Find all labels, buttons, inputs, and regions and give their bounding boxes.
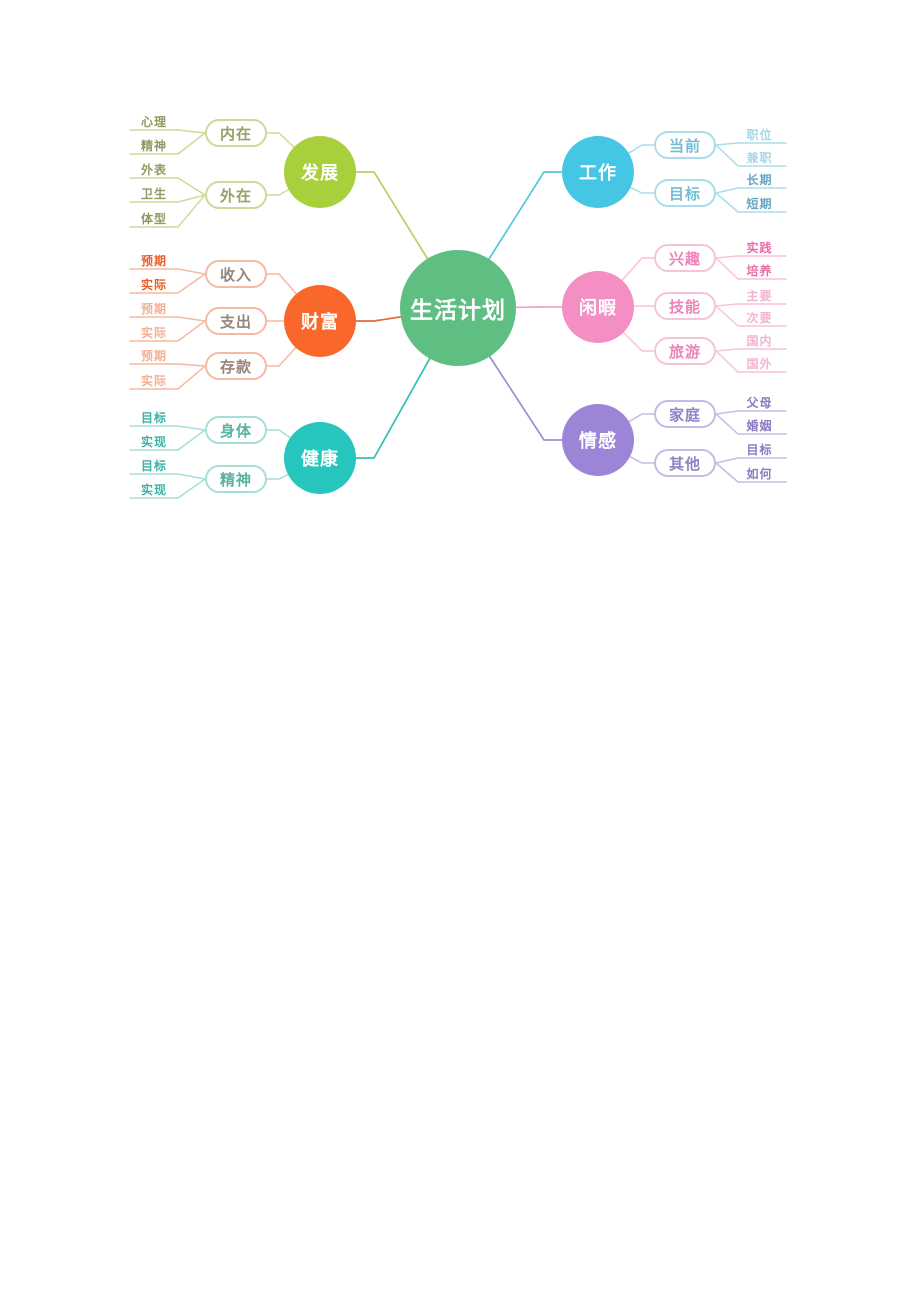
branch-node-2[interactable]: 健康 [284, 422, 356, 494]
connector-line [355, 171, 429, 260]
center-topic-node[interactable]: 生活计划 [400, 250, 516, 366]
connector-line [129, 316, 206, 322]
connector-line [628, 413, 655, 423]
leaf-node[interactable]: 长期 [746, 172, 773, 187]
leaf-node[interactable]: 实践 [746, 240, 773, 255]
sub-node[interactable]: 技能 [654, 292, 716, 320]
branch-node-5[interactable]: 情感 [562, 404, 634, 476]
connector-line [715, 187, 787, 194]
sub-node[interactable]: 外在 [205, 181, 267, 209]
connector-line [488, 171, 563, 260]
sub-node[interactable]: 当前 [654, 131, 716, 159]
connector-line [129, 268, 206, 275]
leaf-node[interactable]: 体型 [140, 211, 167, 226]
leaf-node[interactable]: 国外 [746, 356, 773, 371]
sub-node[interactable]: 精神 [205, 465, 267, 493]
sub-node[interactable]: 兴趣 [654, 244, 716, 272]
connector-line [488, 355, 563, 441]
leaf-node[interactable]: 目标 [140, 410, 167, 425]
sub-node[interactable]: 目标 [654, 179, 716, 207]
connector-line [266, 429, 292, 439]
connector-line [266, 346, 297, 367]
leaf-node[interactable]: 实现 [140, 482, 167, 497]
connector-line [629, 186, 655, 194]
connector-line [355, 316, 402, 322]
branch-node-1[interactable]: 财富 [284, 285, 356, 357]
sub-node[interactable]: 支出 [205, 307, 267, 335]
leaf-node[interactable]: 目标 [140, 458, 167, 473]
connector-line [627, 144, 655, 154]
connector-line [266, 273, 298, 295]
sub-node[interactable]: 收入 [205, 260, 267, 288]
center-topic-label: 生活计划 [410, 297, 506, 323]
leaf-node[interactable]: 培养 [746, 263, 773, 278]
connector-line [715, 457, 787, 464]
leaf-node[interactable]: 心理 [140, 114, 167, 129]
leaf-node[interactable]: 主要 [746, 288, 773, 303]
leaf-node[interactable]: 预期 [140, 348, 167, 363]
leaf-node[interactable]: 职位 [746, 127, 773, 142]
connector-line [129, 425, 206, 431]
connector-line [622, 331, 655, 352]
leaf-node[interactable]: 如何 [746, 466, 773, 481]
leaf-node[interactable]: 卫生 [140, 186, 167, 201]
connector-line [715, 142, 787, 146]
connector-line [266, 132, 295, 148]
leaf-node[interactable]: 实际 [140, 277, 167, 292]
branch-node-4[interactable]: 闲暇 [562, 271, 634, 343]
connector-line [129, 363, 206, 367]
sub-node[interactable]: 旅游 [654, 337, 716, 365]
connector-line [629, 455, 655, 464]
leaf-node[interactable]: 短期 [746, 196, 773, 211]
leaf-node[interactable]: 预期 [140, 301, 167, 316]
connector-line [715, 348, 787, 352]
connector-line [129, 129, 206, 134]
connector-line [715, 410, 787, 415]
branch-node-3[interactable]: 工作 [562, 136, 634, 208]
branch-node-0[interactable]: 发展 [284, 136, 356, 208]
leaf-node[interactable]: 次要 [746, 310, 773, 325]
connector-line [266, 473, 289, 480]
connector-line [355, 357, 431, 459]
leaf-node[interactable]: 兼职 [746, 150, 773, 165]
leaf-node[interactable]: 国内 [746, 333, 773, 348]
connector-line [715, 255, 787, 259]
leaf-node[interactable]: 外表 [140, 162, 167, 177]
leaf-node[interactable]: 实际 [140, 373, 167, 388]
leaf-node[interactable]: 婚姻 [746, 418, 773, 433]
sub-node[interactable]: 身体 [205, 416, 267, 444]
leaf-node[interactable]: 实际 [140, 325, 167, 340]
leaf-node[interactable]: 精神 [140, 138, 167, 153]
leaf-node[interactable]: 目标 [746, 442, 773, 457]
connector-line [266, 188, 290, 196]
leaf-node[interactable]: 预期 [140, 253, 167, 268]
sub-node[interactable]: 存款 [205, 352, 267, 380]
sub-node[interactable]: 家庭 [654, 400, 716, 428]
connector-line [715, 303, 787, 307]
leaf-node[interactable]: 父母 [746, 395, 773, 410]
connector-line [129, 473, 206, 480]
sub-node[interactable]: 其他 [654, 449, 716, 477]
sub-node[interactable]: 内在 [205, 119, 267, 147]
leaf-node[interactable]: 实现 [140, 434, 167, 449]
connector-line [621, 257, 655, 281]
